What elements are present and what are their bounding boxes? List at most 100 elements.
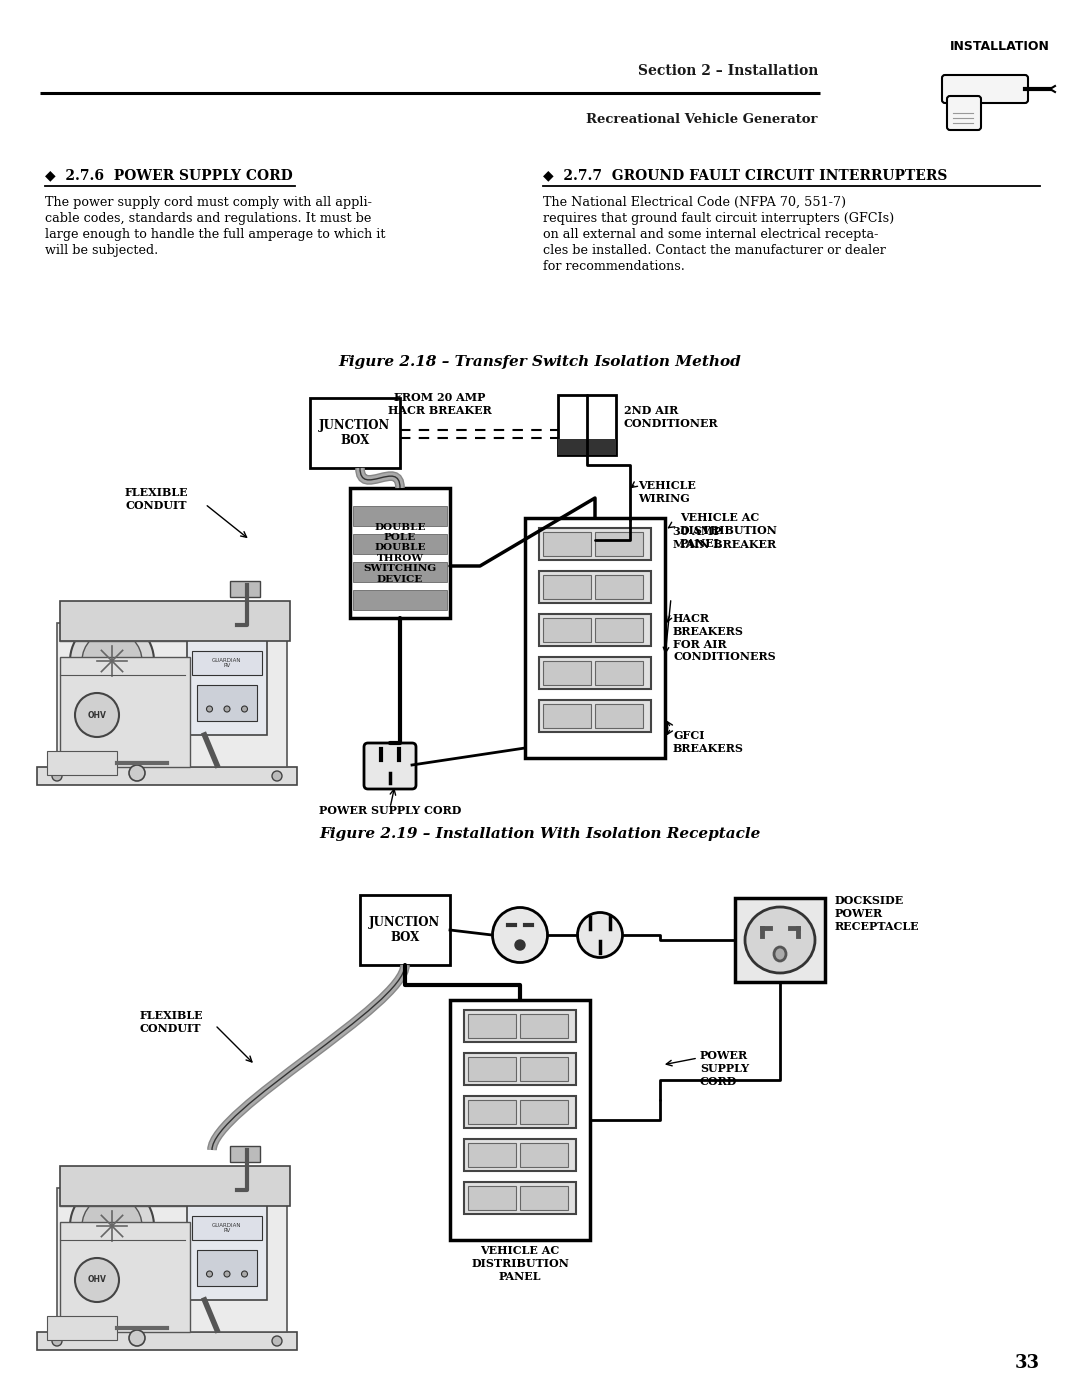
Bar bbox=[353, 534, 447, 555]
Bar bbox=[192, 1215, 262, 1241]
Text: FLEXIBLE
CONDUIT: FLEXIBLE CONDUIT bbox=[140, 1010, 204, 1034]
Bar bbox=[60, 601, 291, 641]
Text: Section 2 – Installation: Section 2 – Installation bbox=[637, 64, 818, 78]
Bar bbox=[187, 1190, 267, 1301]
Text: for recommendations.: for recommendations. bbox=[543, 260, 685, 272]
Text: ◆  2.7.6  POWER SUPPLY CORD: ◆ 2.7.6 POWER SUPPLY CORD bbox=[45, 168, 293, 182]
Circle shape bbox=[70, 1185, 154, 1268]
Circle shape bbox=[242, 1271, 247, 1277]
Bar bbox=[468, 1099, 516, 1125]
Text: DOCKSIDE
POWER
RECEPTACLE: DOCKSIDE POWER RECEPTACLE bbox=[835, 895, 920, 932]
Bar bbox=[519, 1186, 568, 1210]
Bar bbox=[187, 624, 267, 735]
Text: JUNCTION
BOX: JUNCTION BOX bbox=[369, 916, 441, 944]
Text: OHV: OHV bbox=[87, 1275, 107, 1284]
Bar bbox=[310, 398, 400, 468]
Circle shape bbox=[224, 705, 230, 712]
Ellipse shape bbox=[492, 908, 548, 963]
Bar bbox=[464, 1139, 576, 1171]
Text: The power supply cord must comply with all appli-: The power supply cord must comply with a… bbox=[45, 196, 372, 210]
Text: Recreational Vehicle Generator: Recreational Vehicle Generator bbox=[586, 113, 818, 126]
Text: large enough to handle the full amperage to which it: large enough to handle the full amperage… bbox=[45, 228, 386, 242]
Ellipse shape bbox=[774, 947, 786, 961]
Bar bbox=[468, 1058, 516, 1081]
Text: VEHICLE
WIRING: VEHICLE WIRING bbox=[638, 481, 696, 504]
Text: VEHICLE AC
DISTRIBUTION
PANEL: VEHICLE AC DISTRIBUTION PANEL bbox=[471, 1245, 569, 1281]
Text: cable codes, standards and regulations. It must be: cable codes, standards and regulations. … bbox=[45, 212, 372, 225]
Bar bbox=[353, 506, 447, 527]
Text: ◆  2.7.7  GROUND FAULT CIRCUIT INTERRUPTERS: ◆ 2.7.7 GROUND FAULT CIRCUIT INTERRUPTER… bbox=[543, 168, 947, 182]
Bar bbox=[558, 395, 616, 455]
Text: on all external and some internal electrical recepta-: on all external and some internal electr… bbox=[543, 228, 878, 242]
Text: 30 AMP
MAIN BREAKER: 30 AMP MAIN BREAKER bbox=[673, 527, 777, 550]
Text: JUNCTION
BOX: JUNCTION BOX bbox=[320, 419, 391, 447]
Bar bbox=[464, 1053, 576, 1085]
Bar bbox=[464, 1010, 576, 1042]
Bar bbox=[450, 1000, 590, 1241]
Bar bbox=[595, 704, 643, 728]
Ellipse shape bbox=[578, 912, 622, 957]
Text: INSTALLATION: INSTALLATION bbox=[950, 41, 1050, 53]
Text: GUARDIAN
RV: GUARDIAN RV bbox=[213, 1222, 242, 1234]
Bar bbox=[353, 562, 447, 583]
Bar bbox=[60, 657, 190, 767]
Bar bbox=[360, 895, 450, 965]
Bar bbox=[539, 700, 651, 732]
Bar bbox=[464, 1097, 576, 1127]
Bar bbox=[197, 1250, 257, 1287]
Text: will be subjected.: will be subjected. bbox=[45, 244, 159, 257]
Text: FROM 20 AMP
HACR BREAKER: FROM 20 AMP HACR BREAKER bbox=[388, 393, 491, 416]
Circle shape bbox=[224, 1271, 230, 1277]
Circle shape bbox=[70, 619, 154, 703]
Bar bbox=[519, 1099, 568, 1125]
Circle shape bbox=[75, 1259, 119, 1302]
Circle shape bbox=[52, 1336, 62, 1345]
Bar bbox=[468, 1014, 516, 1038]
Ellipse shape bbox=[745, 907, 815, 972]
Text: The National Electrical Code (NFPA 70, 551-7): The National Electrical Code (NFPA 70, 5… bbox=[543, 196, 846, 210]
Bar bbox=[519, 1058, 568, 1081]
Text: OHV: OHV bbox=[87, 711, 107, 719]
Bar bbox=[595, 576, 643, 599]
Text: 2ND AIR
CONDITIONER: 2ND AIR CONDITIONER bbox=[624, 405, 718, 429]
Circle shape bbox=[515, 940, 525, 950]
Bar bbox=[525, 518, 665, 759]
Bar bbox=[37, 1331, 297, 1350]
Bar bbox=[543, 704, 591, 728]
Bar bbox=[350, 488, 450, 617]
Text: POWER
SUPPLY
CORD: POWER SUPPLY CORD bbox=[700, 1051, 750, 1087]
Text: FLEXIBLE
CONDUIT: FLEXIBLE CONDUIT bbox=[125, 488, 189, 511]
Bar bbox=[539, 615, 651, 645]
Bar bbox=[192, 651, 262, 675]
Text: 33: 33 bbox=[1015, 1354, 1040, 1372]
Bar bbox=[353, 590, 447, 610]
Bar bbox=[229, 581, 259, 597]
Bar bbox=[543, 617, 591, 643]
Bar bbox=[57, 623, 287, 767]
Bar bbox=[468, 1143, 516, 1166]
FancyBboxPatch shape bbox=[947, 96, 981, 130]
Bar bbox=[595, 617, 643, 643]
Bar bbox=[543, 661, 591, 685]
Text: GUARDIAN
RV: GUARDIAN RV bbox=[213, 658, 242, 668]
Bar bbox=[229, 1146, 259, 1162]
Text: DOUBLE
POLE
DOUBLE
THROW
SWITCHING
DEVICE: DOUBLE POLE DOUBLE THROW SWITCHING DEVIC… bbox=[363, 522, 436, 584]
Text: GFCI
BREAKERS: GFCI BREAKERS bbox=[673, 731, 744, 754]
Bar bbox=[539, 528, 651, 560]
Bar bbox=[543, 576, 591, 599]
Text: POWER SUPPLY CORD: POWER SUPPLY CORD bbox=[319, 805, 461, 816]
Bar bbox=[543, 532, 591, 556]
Bar bbox=[519, 1143, 568, 1166]
Text: Figure 2.18 – Transfer Switch Isolation Method: Figure 2.18 – Transfer Switch Isolation … bbox=[339, 355, 741, 369]
Bar bbox=[539, 657, 651, 689]
Circle shape bbox=[75, 693, 119, 738]
Bar bbox=[57, 1187, 287, 1331]
Bar bbox=[539, 571, 651, 604]
Circle shape bbox=[272, 1336, 282, 1345]
Bar bbox=[464, 1182, 576, 1214]
FancyBboxPatch shape bbox=[942, 75, 1028, 103]
Circle shape bbox=[129, 1330, 145, 1345]
Bar bbox=[48, 752, 117, 775]
Bar bbox=[37, 767, 297, 785]
Text: HACR
BREAKERS
FOR AIR
CONDITIONERS: HACR BREAKERS FOR AIR CONDITIONERS bbox=[673, 613, 775, 662]
